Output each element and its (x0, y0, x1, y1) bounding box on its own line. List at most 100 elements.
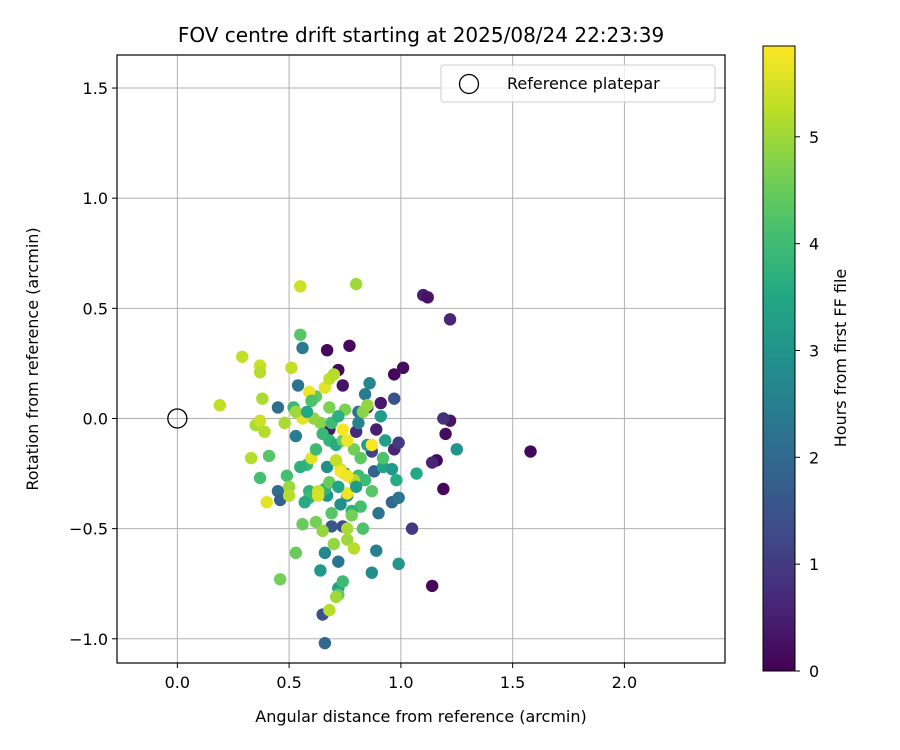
y-tick-label: 1.0 (83, 189, 108, 208)
data-point (235, 350, 249, 363)
data-point (450, 443, 463, 456)
data-point (256, 392, 269, 405)
colorbar-gradient (762, 45, 796, 672)
data-point (258, 425, 271, 438)
y-tick-label: 0.5 (83, 299, 108, 318)
data-point (392, 436, 405, 449)
data-point (325, 507, 338, 520)
data-point (309, 443, 323, 456)
colorbar-tick-label: 5 (809, 128, 819, 147)
data-point (296, 341, 309, 355)
y-tick-label: 1.5 (83, 79, 108, 98)
data-point (332, 480, 345, 493)
data-point (421, 291, 434, 304)
data-point (358, 473, 372, 487)
data-point (289, 546, 303, 560)
legend: Reference platepar (440, 64, 716, 103)
data-point (379, 434, 392, 447)
data-point (363, 377, 376, 390)
data-point (289, 405, 303, 419)
data-point (314, 564, 327, 577)
reference-marker-group (167, 408, 188, 429)
data-point (365, 566, 379, 579)
data-point (341, 469, 354, 482)
data-point (316, 427, 329, 441)
data-point (349, 480, 363, 493)
data-point (327, 368, 341, 381)
chart-title: FOV centre drift starting at 2025/08/24 … (178, 23, 664, 47)
data-point (305, 394, 318, 408)
data-point (387, 368, 401, 381)
data-point (349, 277, 363, 291)
data-point (425, 579, 439, 593)
data-point (437, 412, 450, 425)
colorbar-tick-label: 4 (809, 235, 819, 254)
data-point (296, 518, 309, 531)
data-point (374, 396, 387, 410)
data-point (285, 361, 298, 375)
data-point (347, 443, 361, 456)
y-axis-ticks: −1.0 −0.5 0.0 0.5 1.0 1.5 (69, 79, 117, 649)
legend-reference-marker (458, 73, 480, 95)
data-point (278, 416, 291, 430)
data-point (244, 451, 258, 465)
data-point (336, 379, 349, 392)
data-point (425, 456, 439, 469)
data-point (334, 498, 347, 511)
data-point (390, 473, 403, 487)
data-points (213, 277, 537, 650)
data-point (524, 445, 537, 458)
data-point (320, 460, 334, 474)
y-axis-label: Rotation from reference (arcmin) (23, 227, 42, 490)
data-point (260, 495, 273, 509)
data-point (298, 495, 311, 509)
data-point (271, 401, 285, 414)
reference-platepar-marker (167, 408, 188, 429)
colorbar-label: Hours from first FF file (831, 269, 850, 448)
data-point (365, 484, 379, 498)
colorbar-tick-label: 2 (809, 448, 819, 467)
data-point (387, 392, 401, 405)
x-axis-label: Angular distance from reference (arcmin) (255, 707, 586, 726)
data-point (370, 423, 383, 436)
plot-frame (116, 54, 726, 664)
x-tick-label: 0.5 (276, 673, 301, 692)
data-point (311, 489, 325, 502)
data-point (396, 361, 410, 375)
data-point (282, 489, 296, 502)
data-point (294, 328, 307, 341)
data-point (291, 379, 305, 392)
data-point (273, 573, 287, 586)
data-point (341, 434, 354, 447)
data-point (437, 482, 450, 496)
data-point (341, 522, 354, 535)
data-point (354, 451, 367, 465)
data-point (280, 469, 294, 482)
x-tick-label: 1.5 (500, 673, 525, 692)
data-point (392, 491, 405, 504)
data-point (439, 427, 452, 441)
data-point (327, 537, 341, 551)
legend-box (440, 64, 716, 103)
x-tick-label: 0.0 (165, 673, 190, 692)
data-point (332, 555, 345, 568)
data-point (336, 575, 349, 588)
data-point (323, 401, 336, 414)
colorbar-tick-label: 3 (809, 341, 819, 360)
data-point (309, 515, 323, 529)
data-point (410, 467, 423, 480)
data-point (329, 590, 343, 604)
data-point (443, 313, 457, 326)
y-tick-label: 0.0 (83, 409, 108, 428)
grid-lines (117, 55, 725, 663)
data-point (294, 280, 307, 293)
data-point (374, 410, 387, 423)
data-point (253, 471, 267, 485)
data-point (332, 410, 345, 423)
data-point (262, 449, 276, 463)
data-point (345, 509, 358, 522)
data-point (365, 438, 379, 452)
data-point (323, 603, 336, 617)
data-point (294, 460, 307, 474)
